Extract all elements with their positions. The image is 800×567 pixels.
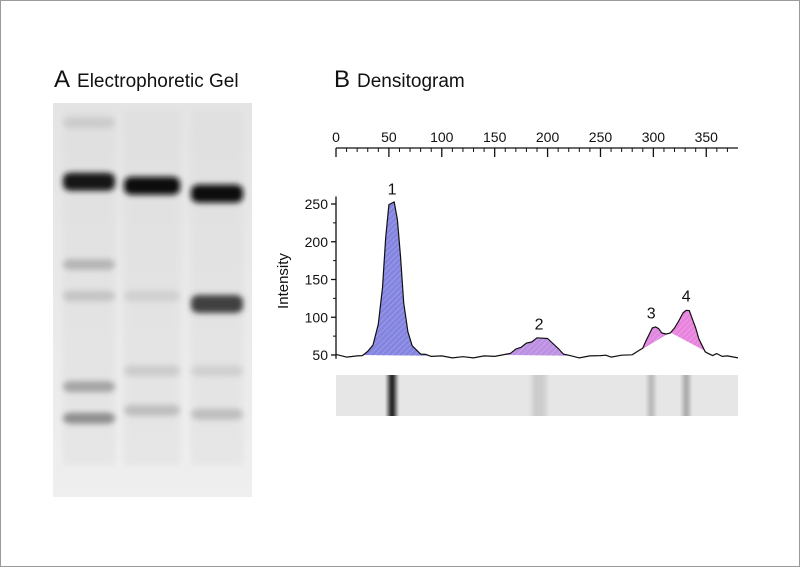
gel-band: [63, 259, 115, 271]
peak-label-3: 3: [647, 305, 656, 322]
peak-label-2: 2: [535, 317, 544, 334]
x-tick-label: 350: [695, 129, 719, 145]
y-tick-label: 50: [312, 347, 328, 363]
panel-a-letter: A: [54, 66, 71, 93]
gel-band: [124, 404, 180, 416]
panel-a-title-text: Electrophoretic Gel: [77, 71, 239, 92]
gel-lane-smear: [63, 111, 115, 465]
x-tick-label: 100: [430, 129, 454, 145]
gel-band: [63, 381, 115, 393]
x-tick-label: 200: [536, 129, 560, 145]
strip-band: [648, 375, 655, 416]
gel-image: [53, 103, 252, 497]
x-tick-label: 250: [589, 129, 613, 145]
gel-band: [191, 294, 243, 313]
gel-band: [124, 176, 180, 195]
peak-fill-4: [670, 309, 713, 355]
strip-band: [532, 375, 547, 416]
y-tick-label: 100: [305, 309, 329, 325]
x-tick-label: 300: [642, 129, 666, 145]
gel-band: [191, 408, 243, 420]
peak-label-1: 1: [388, 181, 397, 198]
gel-band: [124, 290, 180, 302]
panel-b-title: B Densitogram: [334, 66, 465, 94]
gel-band: [63, 290, 115, 302]
gel-band: [191, 365, 243, 377]
gel-band: [63, 412, 115, 424]
panel-b-letter: B: [334, 66, 351, 93]
panel-a-title: A Electrophoretic Gel: [54, 66, 239, 94]
y-tick-label: 150: [305, 272, 329, 288]
gel-lane-smear: [191, 111, 243, 465]
x-tick-label: 0: [332, 129, 340, 145]
y-tick-label: 200: [305, 234, 329, 250]
series-line: [335, 201, 739, 359]
gel-band: [191, 184, 243, 203]
panel-b-title-text: Densitogram: [357, 71, 465, 92]
gel-band: [124, 365, 180, 377]
peak-fill-2: [505, 337, 569, 356]
y-tick-label: 250: [305, 196, 329, 212]
gel-band: [63, 172, 115, 191]
electrophoretic-gel: [53, 103, 252, 497]
strip-band: [388, 375, 396, 416]
gel-band: [63, 117, 115, 129]
strip-band: [683, 375, 690, 416]
x-tick-label: 150: [483, 129, 507, 145]
y-axis-label: Intensity: [275, 253, 292, 309]
peak-fill-1: [362, 202, 432, 356]
peak-label-4: 4: [682, 289, 691, 306]
x-tick-label: 50: [381, 129, 397, 145]
